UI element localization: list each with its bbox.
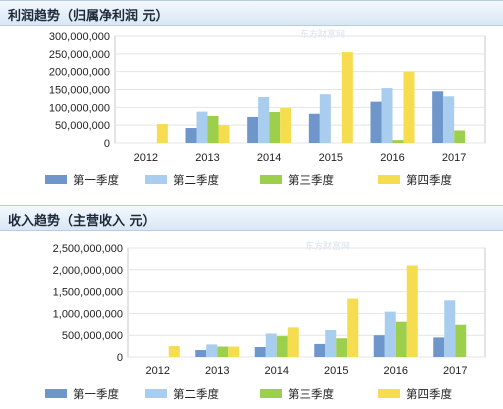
bar-2015-q4: [347, 298, 359, 357]
bar-2016-q1: [370, 101, 382, 143]
bar-2013-q2: [196, 111, 208, 143]
legend-swatch: [260, 175, 282, 184]
bar-2014-q4: [280, 108, 292, 143]
bar-2015-q2: [319, 94, 331, 143]
watermark-text: 东方财富网: [305, 240, 350, 252]
y-tick-label: 500,000,000: [62, 330, 123, 342]
bar-2014-q3: [276, 336, 288, 357]
watermark-text: 东方财富网: [300, 28, 345, 40]
bar-2015-q1: [308, 113, 320, 143]
y-tick-label: 0: [104, 138, 110, 150]
x-tick-label: 2016: [384, 365, 408, 377]
revenue-trend-panel: 收入趋势（主营收入 元） 东方财富网 0 500,000,000 1,000,000,…: [0, 205, 503, 409]
legend-label: 第四季度: [406, 387, 452, 401]
legend-swatch: [45, 175, 67, 184]
legend-label: 第一季度: [73, 387, 119, 401]
bar-2013-q1: [195, 350, 207, 357]
legend-label: 第四季度: [406, 173, 452, 187]
bar-2016-q2: [384, 311, 396, 357]
bar-2017-q2: [444, 300, 456, 357]
y-tick-label: 100,000,000: [49, 102, 110, 114]
x-tick-label: 2017: [442, 152, 466, 164]
legend-swatch: [378, 389, 400, 398]
y-tick-label: 1,000,000,000: [53, 308, 123, 320]
bar-2016-q4: [403, 71, 415, 143]
revenue-trend-header: 收入趋势（主营收入 元）: [0, 205, 503, 231]
legend-swatch: [45, 389, 67, 398]
x-tick-label: 2014: [257, 152, 281, 164]
y-tick-label: 2,000,000,000: [53, 265, 123, 277]
bar-2016-q1: [373, 335, 385, 357]
bar-2013-q2: [206, 344, 218, 357]
y-tick-label: 0: [117, 352, 123, 364]
y-tick-label: 250,000,000: [49, 49, 110, 61]
bar-2013-q3: [217, 346, 229, 357]
legend-label: 第三季度: [288, 387, 334, 401]
x-tick-label: 2015: [324, 365, 348, 377]
y-tick-label: 50,000,000: [55, 120, 110, 132]
bar-2015-q4: [341, 52, 353, 143]
revenue-trend-title: 收入趋势（主营收入 元）: [8, 214, 156, 229]
bar-2016-q4: [406, 265, 418, 357]
x-tick-label: 2017: [443, 365, 467, 377]
plot-area: [127, 247, 486, 358]
bar-2012-q4: [156, 124, 168, 143]
bar-2013-q4: [228, 346, 240, 357]
legend-label: 第三季度: [288, 173, 334, 187]
profit-trend-title: 利润趋势（归属净利润 元）: [8, 9, 169, 24]
revenue-trend-chart: 东方财富网 0 500,000,000 1,000,000,000 1,500,000,…: [45, 240, 486, 401]
legend-swatch: [378, 175, 400, 184]
bar-2017-q1: [433, 337, 445, 357]
legend-swatch: [145, 175, 167, 184]
y-tick-label: 1,500,000,000: [53, 287, 123, 299]
bar-2014-q2: [258, 96, 270, 143]
x-tick-label: 2012: [146, 365, 170, 377]
bar-2015-q3: [336, 338, 348, 357]
x-tick-label: 2013: [195, 152, 219, 164]
bar-2013-q4: [218, 125, 230, 143]
y-tick-label: 150,000,000: [49, 85, 110, 97]
x-tick-label: 2013: [205, 365, 229, 377]
bar-2012-q4: [168, 346, 180, 357]
x-tick-label: 2014: [265, 365, 289, 377]
profit-trend-chart: 东方财富网 0 50,000,000 100,000,000 150,000,000 20…: [45, 28, 486, 187]
x-tick-label: 2016: [380, 152, 404, 164]
bar-2015-q2: [325, 329, 337, 357]
legend-label: 第二季度: [173, 173, 219, 187]
x-tick-label: 2015: [319, 152, 343, 164]
profit-trend-panel: 利润趋势（归属净利润 元） 东方财富网 0 50,000,000 100,000,00…: [0, 0, 503, 203]
legend-swatch: [260, 389, 282, 398]
bar-2016-q3: [392, 140, 404, 143]
bar-2017-q3: [454, 130, 466, 143]
y-tick-label: 300,000,000: [49, 31, 110, 43]
bar-2013-q1: [185, 128, 197, 143]
legend-swatch: [145, 389, 167, 398]
bar-2014-q2: [265, 333, 277, 357]
bar-2016-q3: [395, 321, 407, 357]
profit-trend-header: 利润趋势（归属净利润 元）: [0, 0, 503, 26]
bar-2014-q1: [254, 346, 266, 357]
bar-2017-q2: [443, 96, 455, 143]
bar-2013-q3: [207, 115, 219, 143]
bar-2014-q1: [247, 116, 259, 143]
bar-2015-q1: [314, 343, 326, 357]
x-tick-label: 2012: [134, 152, 158, 164]
y-tick-label: 200,000,000: [49, 67, 110, 79]
bar-2014-q4: [287, 327, 299, 357]
legend-label: 第二季度: [173, 387, 219, 401]
y-tick-label: 2,500,000,000: [53, 243, 123, 255]
bar-2017-q1: [432, 91, 444, 143]
bar-2016-q2: [381, 88, 393, 143]
legend-label: 第一季度: [73, 173, 119, 187]
bar-2017-q3: [455, 324, 467, 357]
bar-2014-q3: [269, 111, 281, 143]
